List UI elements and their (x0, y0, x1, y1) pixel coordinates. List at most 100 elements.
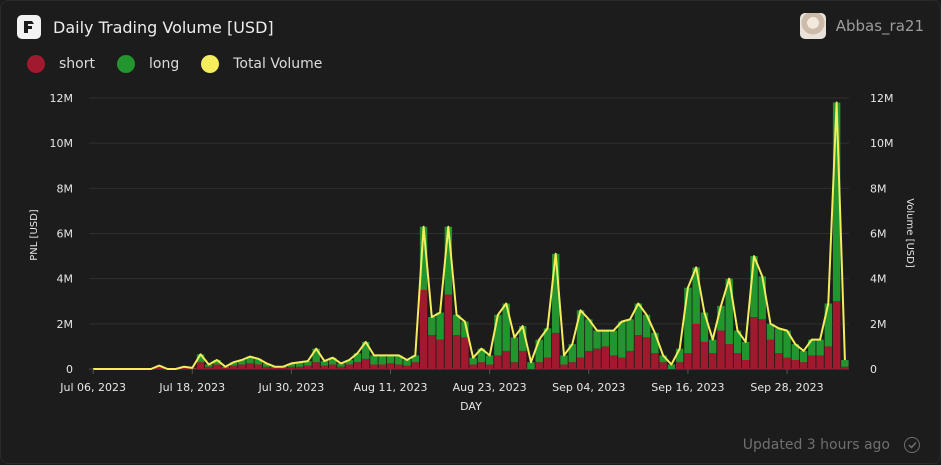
bar-short (263, 367, 270, 369)
bar-short (552, 333, 559, 369)
y-axis-label-left: PNL [USD] (29, 209, 40, 261)
bar-short (709, 353, 716, 369)
bar-short (445, 294, 452, 369)
bar-long (684, 288, 691, 353)
bar-short (246, 363, 253, 369)
x-tick-label: Aug 11, 2023 (354, 381, 428, 394)
bar-short (230, 366, 237, 369)
check-circle-icon[interactable] (904, 437, 920, 453)
bar-short (238, 364, 245, 369)
bar-long (379, 355, 386, 364)
bar-short (692, 324, 699, 369)
y-tick-right: 6M (870, 228, 887, 241)
bar-short (610, 355, 617, 369)
bar-short (346, 364, 353, 369)
bar-short (833, 301, 840, 369)
bar-short (816, 355, 823, 369)
bar-short (767, 340, 774, 369)
bar-short (412, 362, 419, 369)
bar-short (544, 358, 551, 369)
bar-long (511, 337, 518, 362)
bar-long (651, 333, 658, 353)
bar-short (395, 364, 402, 369)
bar-short (577, 358, 584, 369)
bar-short (255, 364, 262, 369)
bar-short (379, 364, 386, 369)
bar-short (734, 353, 741, 369)
bar-short (213, 364, 220, 369)
bar-long (527, 362, 534, 369)
y-tick-left: 8M (57, 182, 74, 195)
bar-long (469, 358, 476, 365)
bar-short (312, 362, 319, 369)
bar-short (494, 355, 501, 369)
bar-short (486, 364, 493, 369)
bar-short (428, 335, 435, 369)
bar-long (560, 355, 567, 364)
bar-short (337, 367, 344, 369)
bar-short (403, 366, 410, 369)
bar-short (271, 368, 278, 369)
bar-long (370, 355, 377, 364)
bar-short (618, 358, 625, 369)
bar-long (312, 349, 319, 363)
bar-short (536, 362, 543, 369)
y-tick-left: 2M (57, 318, 74, 331)
bar-short (701, 342, 708, 369)
bar-short (643, 337, 650, 369)
bar-short (370, 364, 377, 369)
bar-long (436, 313, 443, 340)
y-tick-right: 10M (870, 137, 894, 150)
y-tick-right: 12M (870, 92, 894, 105)
bar-short (469, 364, 476, 369)
x-axis-label: DAY (460, 400, 482, 413)
bar-short (321, 366, 328, 369)
x-tick-label: Sep 28, 2023 (750, 381, 823, 394)
bar-long (701, 313, 708, 342)
bar-short (684, 353, 691, 369)
y-tick-left: 10M (50, 137, 74, 150)
x-tick-label: Sep 16, 2023 (651, 381, 724, 394)
bar-long (841, 360, 848, 367)
bar-short (420, 290, 427, 369)
bar-short (792, 360, 799, 369)
card-footer: Updated 3 hours ago (743, 437, 920, 453)
bar-short (750, 317, 757, 369)
bar-long (816, 340, 823, 356)
bar-long (626, 319, 633, 351)
bar-short (387, 363, 394, 369)
bar-short (759, 319, 766, 369)
x-tick-label: Jul 18, 2023 (158, 381, 225, 394)
bar-short (825, 346, 832, 369)
bar-short (651, 353, 658, 369)
bar-short (626, 351, 633, 369)
bar-short (279, 368, 286, 369)
x-tick-label: Sep 04, 2023 (552, 381, 625, 394)
bar-short (808, 355, 815, 369)
bar-short (659, 362, 666, 369)
y-tick-right: 0 (870, 363, 877, 376)
bar-short (519, 351, 526, 369)
bar-long (387, 355, 394, 363)
bar-long (494, 315, 501, 356)
x-tick-label: Jul 06, 2023 (59, 381, 126, 394)
bar-short (569, 362, 576, 369)
updated-status: Updated 3 hours ago (743, 437, 890, 453)
bar-long (759, 276, 766, 319)
bar-short (742, 360, 749, 369)
bar-short (197, 362, 204, 369)
y-axis-label-right: Volume [USD] (904, 198, 915, 268)
bar-short (841, 367, 848, 369)
bar-short (453, 335, 460, 369)
bar-short (329, 364, 336, 369)
bar-short (676, 362, 683, 369)
bar-short (585, 351, 592, 369)
bar-long (775, 328, 782, 353)
bar-long (742, 342, 749, 360)
bar-short (511, 362, 518, 369)
y-tick-right: 2M (870, 318, 887, 331)
bar-long (618, 322, 625, 358)
bar-short (593, 349, 600, 369)
